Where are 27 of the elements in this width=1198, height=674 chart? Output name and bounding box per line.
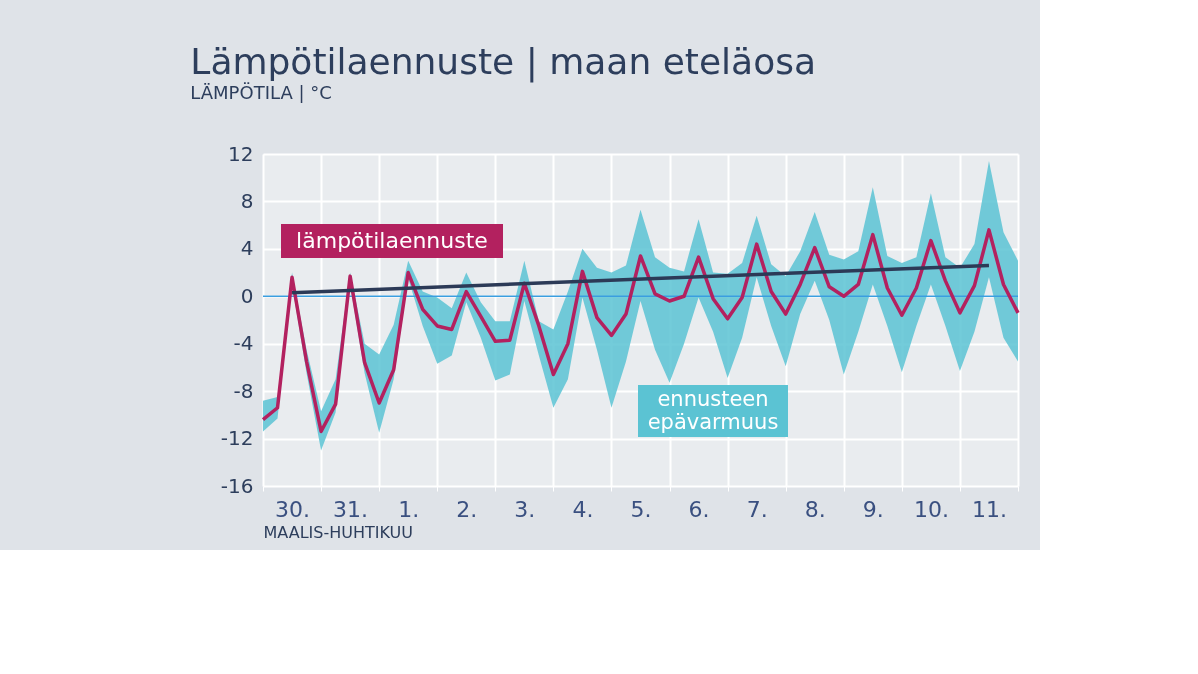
x-tick-label: 11. (971, 496, 1007, 522)
chart-title: Lämpötilaennuste | maan eteläosa (190, 41, 816, 83)
x-tick-label: 10. (913, 496, 949, 522)
annotation: ennusteen epävarmuus (647, 387, 779, 434)
y-tick-label: 8 (240, 188, 254, 213)
x-tick-label: 9. (862, 496, 884, 522)
y-tick-label: 12 (228, 141, 254, 166)
y-tick-label: -4 (233, 331, 254, 356)
x-tick-label: 30. (275, 496, 311, 522)
x-tick-label: 1. (398, 496, 420, 522)
x-tick-label: 31. (333, 496, 369, 522)
y-tick-label: 4 (240, 236, 254, 261)
y-tick-label: -8 (233, 378, 254, 403)
y-tick-label: 0 (240, 283, 254, 308)
x-tick-label: 5. (630, 496, 652, 522)
x-tick-label: 4. (572, 496, 594, 522)
y-tick-label: -16 (220, 473, 254, 498)
x-tick-label: 2. (456, 496, 478, 522)
y-tick-label: -12 (220, 426, 254, 451)
line-series (261, 228, 1020, 434)
series-label: lämpötilaennuste (296, 228, 488, 253)
x-tick-label: 7. (746, 496, 768, 522)
chart-subtitle: LÄMPÖTILA | °C (190, 82, 332, 103)
x-tick-label: 8. (804, 496, 826, 522)
x-axis-title: MAALIS-HUHTIKUU (263, 522, 413, 542)
x-tick-label: 3. (514, 496, 536, 522)
x-tick-label: 6. (688, 496, 710, 522)
